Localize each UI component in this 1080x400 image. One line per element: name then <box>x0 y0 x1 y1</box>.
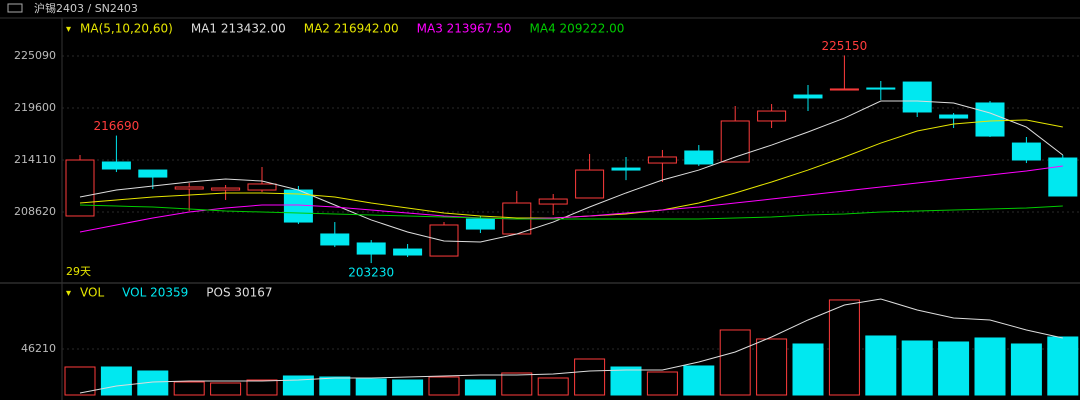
header-title: 沪锡2403 / SN2403 <box>34 1 138 15</box>
volume-bar <box>683 365 715 396</box>
annotation: 225150 <box>821 39 867 53</box>
ma-line <box>79 204 1063 220</box>
ma-line <box>79 119 1063 219</box>
volume-bar <box>719 329 751 396</box>
volume-bar <box>1010 343 1042 396</box>
volume-bar <box>428 376 460 396</box>
volume-bar <box>1047 336 1079 396</box>
volume-bar <box>756 338 788 396</box>
volume-bar <box>792 343 824 396</box>
legend-entry: MA(5,10,20,60) <box>80 22 173 36</box>
ma-line <box>79 165 1063 233</box>
volume-bar <box>173 381 205 396</box>
volume-bar <box>901 340 933 396</box>
candle-body <box>320 233 350 246</box>
candle-body <box>211 187 241 191</box>
y-tick-label: 219600 <box>14 101 56 114</box>
period-label: 29天 <box>66 265 91 278</box>
volume-bar <box>865 335 897 396</box>
volume-bar <box>537 377 569 396</box>
annotation: 203230 <box>348 266 394 280</box>
candle-body <box>356 242 386 255</box>
candle-body <box>393 248 423 256</box>
candle-body <box>101 161 131 170</box>
candle-body <box>684 150 714 165</box>
legend-arrow[interactable]: ▾ <box>66 288 71 299</box>
legend-entry: POS 30167 <box>206 286 272 300</box>
volume-bar <box>501 372 533 396</box>
candle-body <box>138 169 168 178</box>
candle-body <box>1011 142 1041 161</box>
candle-body <box>975 102 1005 137</box>
candle-body <box>793 94 823 99</box>
candle-body <box>174 186 204 190</box>
volume-bar <box>646 371 678 396</box>
ma-line <box>79 100 1064 243</box>
volume-bar <box>464 379 496 396</box>
candle-body <box>757 110 787 122</box>
y-tick-label: 214110 <box>14 153 56 166</box>
candle-body <box>1048 157 1078 197</box>
y-tick-label: 208620 <box>14 205 56 218</box>
volume-bar <box>392 379 424 396</box>
volume-bar <box>64 366 96 396</box>
legend-arrow[interactable]: ▾ <box>66 24 71 35</box>
legend-entry: MA3 213967.50 <box>417 22 512 36</box>
menu-icon[interactable] <box>7 3 23 13</box>
volume-bar <box>210 382 242 396</box>
pos-line <box>79 298 1063 394</box>
annotation: 216690 <box>93 119 139 133</box>
candle-body <box>538 198 568 205</box>
y-tick-label: 46210 <box>21 342 56 355</box>
candle-body <box>465 218 495 230</box>
volume-bar <box>938 341 970 396</box>
candle-body <box>611 167 641 171</box>
legend-entry: MA2 216942.00 <box>304 22 399 36</box>
volume-bar <box>355 378 387 396</box>
legend-entry: MA1 213432.00 <box>191 22 286 36</box>
legend-entry: VOL <box>80 286 104 300</box>
candle-body <box>647 156 677 164</box>
candle-body <box>866 87 896 90</box>
candle-body <box>939 114 969 119</box>
candle-body <box>902 81 932 113</box>
legend-entry: MA4 209222.00 <box>530 22 625 36</box>
y-tick-label: 225090 <box>14 49 56 62</box>
candle-body <box>247 183 277 191</box>
candle-body <box>65 159 95 217</box>
candle-body <box>829 88 859 91</box>
volume-bar <box>828 299 860 396</box>
volume-bar <box>282 375 314 396</box>
candle-body <box>720 120 750 163</box>
volume-bar <box>974 337 1006 396</box>
volume-bar <box>610 366 642 396</box>
candle-body <box>575 169 605 199</box>
volume-bar <box>574 358 606 396</box>
volume-bar <box>246 379 278 396</box>
volume-bar <box>319 376 351 396</box>
volume-bar <box>100 366 132 396</box>
legend-entry: VOL 20359 <box>122 286 188 300</box>
